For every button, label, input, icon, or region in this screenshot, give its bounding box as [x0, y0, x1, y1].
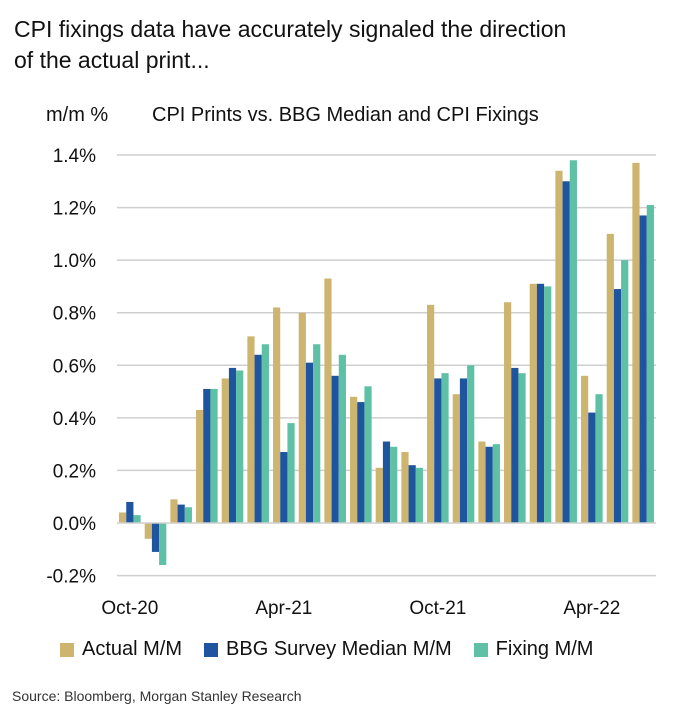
bar-aug-21-s2 [390, 446, 398, 523]
bar-nov-20-s1 [151, 523, 160, 552]
bar-dec-20-s2 [184, 507, 192, 523]
bar-sep-21-s0 [401, 452, 409, 523]
x-tick-label: Apr-22 [563, 598, 620, 619]
bar-nov-21-s2 [467, 365, 475, 523]
legend-item-actual: Actual M/M [60, 638, 182, 661]
bar-apr-21-s1 [280, 452, 288, 523]
bar-aug-21-s1 [382, 441, 391, 523]
legend-label: BBG Survey Median M/M [226, 638, 452, 660]
legend-swatch [60, 642, 74, 657]
bar-oct-21-s2 [441, 373, 449, 523]
bar-mar-21-s2 [261, 344, 269, 523]
legend-swatch [473, 642, 488, 657]
headline: CPI fixings data have accurately signale… [14, 16, 567, 73]
legend-label: Fixing M/M [495, 638, 594, 660]
y-tick-label: 0.8% [53, 304, 96, 325]
bar-may-22-s0 [606, 233, 614, 523]
bar-sep-21-s1 [408, 465, 416, 523]
bar-jan-21-s0 [196, 409, 204, 523]
bar-oct-20-s1 [126, 501, 134, 523]
bar-nov-20-s2 [159, 523, 167, 566]
y-tick-label: 0.4% [53, 409, 96, 430]
bar-feb-21-s1 [228, 367, 237, 523]
legend-item-median: BBG Survey Median M/M [204, 638, 452, 661]
bar-feb-21-s2 [236, 370, 244, 523]
bar-apr-22-s1 [588, 412, 596, 523]
bar-oct-21-s1 [434, 378, 442, 523]
y-axis-label: m/m % [46, 104, 109, 126]
bar-feb-22-s2 [544, 286, 552, 523]
x-tick-label: Oct-20 [101, 598, 158, 619]
bar-jun-22-s0 [632, 162, 640, 523]
bar-mar-22-s1 [562, 181, 570, 524]
bar-apr-22-s0 [581, 375, 589, 523]
y-tick-label: 1.2% [53, 199, 96, 220]
bar-nov-21-s1 [459, 378, 468, 523]
bar-jan-21-s1 [203, 388, 211, 523]
bar-may-21-s1 [305, 362, 314, 523]
bar-jun-22-s2 [646, 204, 654, 523]
bar-mar-22-s2 [569, 160, 577, 523]
bar-aug-21-s0 [375, 467, 383, 523]
bar-oct-20-s0 [119, 512, 127, 523]
bar-may-22-s1 [613, 289, 622, 523]
bar-jan-21-s2 [210, 388, 218, 523]
bar-apr-22-s2 [595, 394, 603, 523]
x-tick-label: Oct-21 [409, 598, 466, 619]
bar-jun-21-s0 [324, 278, 332, 523]
x-tick-label: Apr-21 [255, 598, 312, 619]
bar-jul-21-s0 [350, 396, 358, 523]
bar-feb-21-s0 [221, 378, 229, 523]
bar-may-21-s0 [298, 312, 306, 523]
y-tick-label: 0.2% [53, 461, 96, 482]
bar-jun-21-s2 [338, 354, 346, 523]
bar-may-22-s2 [621, 260, 629, 523]
bar-oct-20-s2 [133, 515, 141, 523]
bar-dec-20-s0 [170, 499, 178, 523]
source-note: Source: Bloomberg, Morgan Stanley Resear… [12, 688, 302, 704]
bar-dec-21-s1 [485, 446, 493, 523]
bar-dec-21-s0 [478, 441, 486, 523]
bar-feb-22-s0 [529, 283, 537, 523]
bar-dec-21-s2 [492, 444, 500, 523]
legend-swatch [204, 642, 219, 657]
bar-jun-21-s1 [331, 375, 339, 523]
bar-feb-22-s1 [536, 283, 545, 523]
bar-mar-21-s1 [254, 354, 262, 523]
bar-may-21-s2 [313, 344, 321, 523]
bar-jan-22-s2 [518, 373, 526, 523]
bar-nov-20-s0 [144, 523, 152, 539]
bar-dec-20-s1 [177, 504, 185, 523]
y-tick-label: 1.0% [53, 251, 96, 272]
bar-nov-21-s0 [452, 394, 460, 523]
bar-jan-22-s1 [511, 367, 519, 523]
bar-oct-21-s0 [427, 304, 435, 523]
bar-apr-21-s2 [287, 423, 295, 523]
legend-item-fixing: Fixing M/M [473, 638, 594, 661]
bar-mar-22-s0 [555, 170, 563, 523]
bar-jan-22-s0 [504, 302, 512, 523]
bar-jul-21-s2 [364, 386, 372, 523]
y-tick-label: 0.0% [53, 514, 96, 535]
bar-jun-22-s1 [639, 215, 647, 523]
chart-title: CPI Prints vs. BBG Median and CPI Fixing… [152, 104, 539, 126]
y-tick-label: -0.2% [46, 567, 96, 588]
bar-jul-21-s1 [357, 402, 365, 523]
y-tick-label: 1.4% [53, 146, 96, 167]
bar-apr-21-s0 [273, 307, 281, 523]
bar-mar-21-s0 [247, 336, 255, 523]
bar-sep-21-s2 [415, 467, 423, 523]
legend-label: Actual M/M [82, 638, 183, 660]
y-tick-label: 0.6% [53, 356, 96, 377]
legend: Actual M/M BBG Survey Median M/M Fixing … [60, 638, 593, 661]
